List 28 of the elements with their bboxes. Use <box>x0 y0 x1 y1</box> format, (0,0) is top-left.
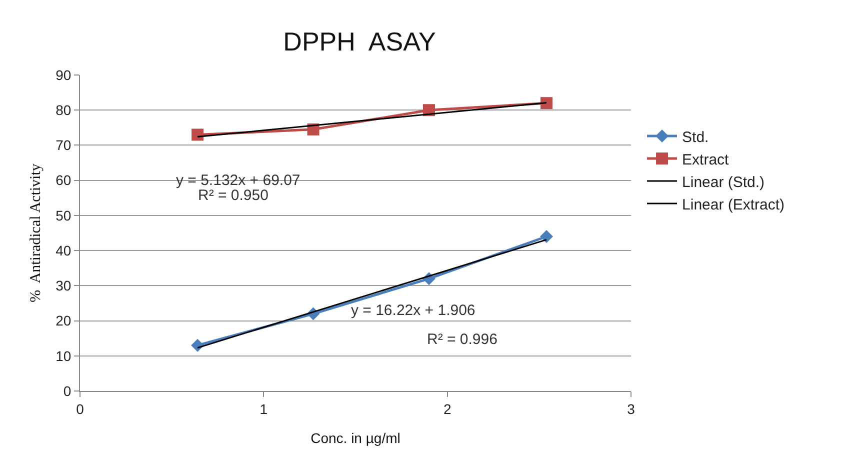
legend-label: Linear (Extract) <box>682 196 785 214</box>
y-tick-label: 60 <box>56 172 72 188</box>
legend-label: Extract <box>682 151 730 168</box>
chart-title: DPPH ASAY <box>283 26 436 56</box>
point <box>540 230 554 244</box>
y-tick-label: 50 <box>56 207 72 224</box>
x-tick-label: 0 <box>76 400 84 417</box>
y-tick-label: 70 <box>56 137 72 154</box>
legend-label: Linear (Std.) <box>682 174 765 191</box>
y-tick-label: 40 <box>56 242 72 258</box>
x-axis-title: Conc. in µg/ml <box>310 430 400 446</box>
y-tick-label: 80 <box>56 102 72 118</box>
y-tick-label: 0 <box>63 382 72 399</box>
y-tick-label: 10 <box>56 348 72 364</box>
y-tick-label: 30 <box>56 278 72 294</box>
legend-label: Std. <box>682 128 709 146</box>
y-tick-label: 20 <box>56 312 72 329</box>
annotation: y = 5.132x + 69.07 <box>176 172 300 189</box>
x-tick-label: 3 <box>627 400 636 417</box>
annotation: R² = 0.950 <box>198 187 268 204</box>
y-tick-label: 90 <box>56 66 72 83</box>
annotation: R² = 0.996 <box>427 331 498 348</box>
y-axis-title: % Antiradical Activity <box>28 163 44 302</box>
x-tick-label: 2 <box>443 400 452 417</box>
point <box>192 128 204 141</box>
annotation: y = 16.22x + 1.906 <box>351 302 476 319</box>
point <box>540 97 553 110</box>
x-tick-label: 1 <box>260 400 268 417</box>
